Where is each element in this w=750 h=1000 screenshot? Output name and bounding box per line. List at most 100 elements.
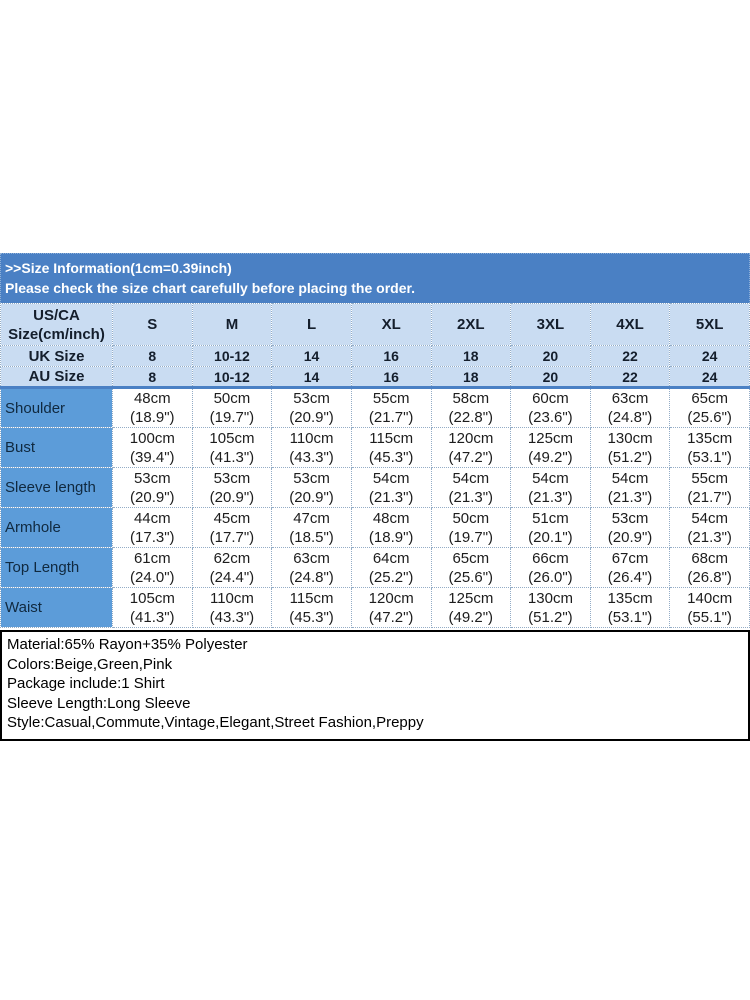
uk-size-value-cell: 14: [271, 345, 352, 367]
value-inch: (24.4"): [209, 568, 255, 586]
value-cm: 65cm: [452, 549, 490, 567]
value-inch: (45.3"): [289, 608, 334, 626]
size-header-cell: 2XL: [430, 303, 512, 346]
value-inch: (25.6"): [687, 409, 732, 426]
au-size-value-cell: 22: [589, 366, 671, 389]
measurement-value-cell: 54cm (21.3"): [430, 467, 512, 508]
value-inch: (17.7"): [209, 528, 255, 546]
value-cm: 54cm: [611, 469, 649, 487]
measurement-value-cell: 110cm (43.3"): [191, 587, 273, 628]
value-inch: (18.9"): [368, 528, 414, 546]
value-cm: 54cm: [532, 469, 569, 487]
value-cm: 120cm: [448, 429, 494, 447]
value-inch: (24.8"): [607, 409, 653, 426]
au-size-value-cell: 16: [350, 366, 432, 389]
value-cm: 115cm: [369, 429, 414, 447]
value-inch: (18.9"): [130, 409, 175, 426]
value-cm: 140cm: [687, 589, 733, 607]
value-inch: (51.2"): [528, 608, 573, 626]
value-cm: 62cm: [213, 549, 251, 567]
uk-size-label-cell: UK Size: [0, 345, 113, 367]
uk-size-row: UK Size 8 10-12 14 16 18 20 22 24: [0, 345, 750, 367]
value-cm: 66cm: [532, 549, 569, 567]
value-inch: (19.7"): [448, 528, 494, 546]
measurement-label-cell: Sleeve length: [0, 467, 113, 508]
value-inch: (21.3"): [448, 488, 494, 506]
value-inch: (22.8"): [448, 409, 494, 426]
value-cm: 58cm: [452, 390, 490, 407]
measurement-row: Shoulder 48cm (18.9") 50cm (19.7") 53cm (20.9"…: [0, 387, 750, 428]
measurement-value-cell: 48cm (18.9"): [112, 387, 193, 428]
value-cm: 53cm: [133, 469, 171, 487]
measurement-value-cell: 53cm (20.9"): [271, 387, 352, 428]
value-cm: 50cm: [452, 509, 490, 527]
corner-header-line1: US/CA: [33, 306, 80, 324]
value-inch: (41.3"): [130, 608, 175, 626]
measurement-row: Sleeve length 53cm (20.9") 53cm (20.9") 53cm(…: [0, 467, 750, 508]
au-size-value-cell: 20: [510, 366, 591, 389]
measurement-value-cell: 68cm (26.8"): [669, 547, 750, 588]
measurement-value-cell: 55cm (21.7"): [669, 467, 750, 508]
value-inch: (25.6"): [448, 568, 494, 586]
value-inch: (53.1"): [687, 448, 732, 466]
value-inch: (47.2"): [368, 608, 414, 626]
au-size-value-cell: 14: [271, 366, 352, 389]
value-cm: 100cm: [129, 429, 175, 447]
au-size-value-cell: 8: [112, 366, 193, 389]
value-cm: 63cm: [611, 390, 649, 407]
value-inch: (26.4"): [607, 568, 653, 586]
value-inch: (21.3"): [607, 488, 653, 506]
measurement-value-cell: 63cm (24.8"): [271, 547, 352, 588]
value-inch: (43.3"): [209, 608, 255, 626]
value-cm: 45cm: [213, 509, 251, 527]
measurement-value-cell: 61cm (24.0"): [112, 547, 193, 588]
header-row: US/CA Size(cm/inch) S M L XL 2XL 3XL 4XL 5XL: [0, 303, 750, 346]
product-info-line: Colors:Beige,Green,Pink: [7, 655, 173, 673]
measurement-value-cell: 55cm (21.7"): [350, 387, 432, 428]
value-inch: (41.3"): [209, 448, 255, 466]
value-cm: 67cm: [611, 549, 649, 567]
uk-size-value-cell: 18: [430, 345, 512, 367]
measurement-row: Waist 105cm (41.3") 110cm (43.3") 115cm (45.3"…: [0, 587, 750, 628]
measurement-label-cell: Top Length: [0, 547, 113, 588]
value-inch: (21.3"): [687, 528, 732, 546]
value-inch: (49.2"): [448, 608, 494, 626]
uk-size-value-cell: 16: [350, 345, 432, 367]
value-inch: (23.6"): [528, 409, 573, 426]
value-cm: 63cm: [293, 549, 330, 567]
measurement-value-cell: 60cm (23.6"): [510, 387, 591, 428]
value-cm: 53cm: [213, 469, 251, 487]
measurement-value-cell: 44cm (17.3"): [112, 507, 193, 548]
corner-header-line2: Size(cm/inch): [8, 325, 105, 343]
value-cm: 65cm: [691, 390, 729, 407]
product-info-box: Material:65% Rayon+35% Polyester Colors:B…: [0, 630, 750, 741]
measurement-value-cell: 135cm (53.1"): [669, 427, 750, 468]
value-inch: (21.7"): [368, 409, 414, 426]
value-cm: 61cm: [133, 549, 171, 567]
value-cm: 125cm: [527, 429, 573, 447]
value-inch: (24.8"): [289, 568, 334, 586]
value-cm: 135cm: [607, 589, 653, 607]
measurement-label-cell: Waist: [0, 587, 113, 628]
value-cm: 48cm: [372, 509, 410, 527]
value-cm: 120cm: [368, 589, 414, 607]
value-cm: 53cm: [293, 469, 330, 487]
product-info-line: Sleeve Length:Long Sleeve: [7, 694, 191, 712]
measurement-label-cell: Bust: [0, 427, 113, 468]
value-inch: (20.9"): [289, 409, 334, 426]
corner-header-cell: US/CA Size(cm/inch): [0, 303, 113, 346]
value-inch: (51.2"): [607, 448, 653, 466]
value-inch: (53.1"): [607, 608, 653, 626]
measurement-label-cell: Shoulder: [0, 387, 113, 428]
measurement-value-cell: 65cm (25.6"): [430, 547, 512, 588]
measurement-value-cell: 135cm (53.1"): [589, 587, 671, 628]
value-inch: (21.7"): [687, 488, 732, 506]
measurement-value-cell: 105cm (41.3"): [191, 427, 273, 468]
measurement-value-cell: 54cm (21.3"): [669, 507, 750, 548]
au-size-row: AU Size 8 10-12 14 16 18 20 22 24: [0, 366, 750, 389]
value-cm: 130cm: [607, 429, 653, 447]
uk-size-value-cell: 10-12: [191, 345, 273, 367]
measurement-label-cell: Armhole: [0, 507, 113, 548]
uk-size-value-cell: 8: [112, 345, 193, 367]
value-cm: 135cm: [687, 429, 733, 447]
